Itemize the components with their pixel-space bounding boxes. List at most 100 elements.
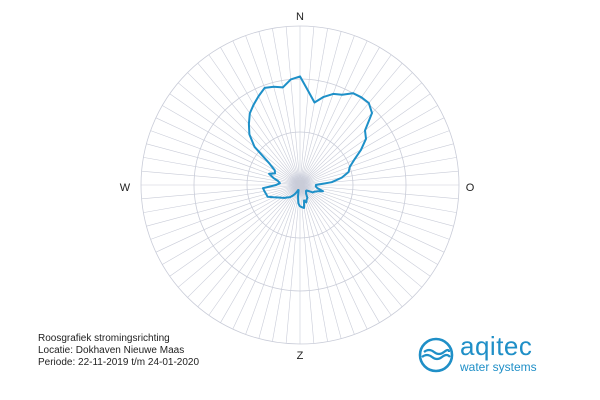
data-point	[360, 149, 362, 151]
data-point	[365, 138, 367, 140]
data-point	[305, 198, 308, 201]
data-point	[305, 190, 307, 192]
data-point	[248, 123, 250, 125]
grid-spoke	[146, 143, 301, 186]
data-point	[290, 78, 292, 81]
grid-spoke	[232, 40, 301, 186]
data-point	[352, 92, 354, 94]
grid-spoke	[299, 184, 342, 339]
grid-spoke	[162, 105, 301, 186]
data-point	[275, 184, 277, 186]
grid-spoke	[299, 184, 403, 307]
grid-spoke	[285, 184, 301, 344]
data-point	[305, 192, 307, 195]
data-point	[316, 190, 319, 193]
data-point	[293, 193, 296, 195]
grid-spoke	[299, 184, 450, 240]
chart-info: Roosgrafiek stromingsrichting Locatie: D…	[38, 333, 199, 369]
data-point	[297, 189, 300, 191]
grid-spoke	[299, 184, 392, 316]
brand-logo: aqitec water systems	[416, 331, 576, 383]
grid-spoke	[187, 72, 301, 186]
data-point	[268, 173, 270, 175]
data-point	[315, 184, 317, 186]
grid-spoke	[141, 184, 301, 200]
grid-spoke	[197, 184, 301, 307]
data-point	[291, 195, 294, 197]
data-point	[272, 177, 275, 179]
data-point	[274, 172, 276, 175]
grid-spoke	[299, 105, 438, 186]
grid-spoke	[208, 184, 301, 316]
grid-spoke	[258, 31, 301, 186]
grid-spoke	[272, 184, 301, 342]
data-point	[283, 197, 286, 199]
compass-south: Z	[296, 350, 304, 362]
period-text: Periode: 22-11-2019 t/m 24-01-2020	[38, 357, 200, 368]
grid-spoke	[143, 157, 301, 186]
grid-spoke	[146, 184, 301, 227]
grid-spoke	[299, 47, 380, 186]
data-point	[249, 112, 251, 115]
grid-spoke	[299, 184, 459, 200]
data-point	[277, 180, 279, 182]
data-point	[341, 93, 343, 96]
data-point	[268, 162, 271, 165]
grid-spoke	[299, 54, 392, 186]
data-point	[265, 193, 268, 195]
data-point	[282, 86, 284, 89]
grid-spoke	[299, 184, 315, 344]
data-point	[312, 191, 314, 194]
grid-spoke	[285, 26, 301, 186]
grid-spoke	[245, 35, 301, 186]
data-point	[307, 90, 310, 92]
grid-spoke	[299, 184, 368, 330]
data-point	[253, 146, 256, 148]
brand-name: aqitec	[460, 331, 533, 361]
data-point	[257, 95, 260, 97]
data-point	[274, 169, 276, 172]
grid-spoke	[299, 130, 450, 186]
data-point	[299, 205, 301, 207]
grid-spoke	[141, 170, 301, 186]
data-point	[272, 196, 275, 199]
data-point	[305, 191, 307, 194]
data-point	[332, 93, 335, 95]
grid-spoke	[258, 184, 301, 339]
polar-grid	[140, 25, 460, 345]
grid-spoke	[208, 54, 301, 186]
grid-spoke	[299, 184, 328, 342]
grid-spoke	[299, 82, 422, 186]
data-point	[306, 197, 309, 199]
chart-title: Roosgrafiek stromingsrichting	[38, 333, 170, 344]
grid-spoke	[299, 40, 368, 186]
grid-spoke	[232, 184, 301, 330]
grid-ring	[140, 25, 460, 345]
data-point	[299, 75, 301, 78]
data-point	[295, 191, 298, 193]
data-point	[316, 187, 319, 189]
data-point	[349, 166, 351, 168]
compass-east: O	[465, 182, 475, 194]
grid-spoke	[299, 184, 457, 213]
grid-spoke	[169, 93, 301, 186]
compass-west: W	[119, 182, 131, 194]
grid-ring	[193, 78, 407, 292]
data-point	[341, 176, 343, 179]
grid-spoke	[150, 130, 301, 186]
data-point	[307, 190, 310, 192]
data-point	[262, 187, 264, 189]
data-point	[297, 195, 299, 198]
grid-spoke	[299, 184, 438, 265]
location-text: Locatie: Dokhaven Nieuwe Maas	[38, 345, 185, 356]
grid-spoke	[143, 184, 301, 213]
data-point	[330, 181, 333, 183]
grid-spoke	[299, 184, 431, 277]
grid-spoke	[178, 184, 301, 288]
grid-spoke	[299, 26, 315, 186]
data-point	[303, 207, 305, 209]
data-point	[266, 196, 269, 198]
data-point	[263, 190, 266, 193]
data-point	[301, 206, 303, 208]
grid-spoke	[299, 184, 413, 298]
